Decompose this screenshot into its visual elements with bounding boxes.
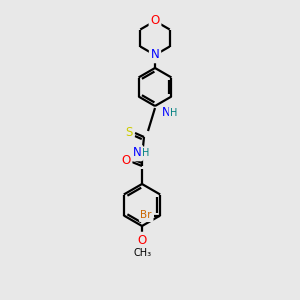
Text: N: N [162, 106, 170, 119]
Text: O: O [137, 233, 147, 247]
Text: O: O [150, 14, 160, 28]
Text: O: O [122, 154, 130, 166]
Text: Br: Br [140, 211, 152, 220]
Text: N: N [151, 49, 159, 62]
Text: N: N [133, 146, 141, 160]
Text: S: S [125, 125, 133, 139]
Text: H: H [170, 108, 178, 118]
Text: CH₃: CH₃ [134, 248, 152, 258]
Text: H: H [142, 148, 150, 158]
